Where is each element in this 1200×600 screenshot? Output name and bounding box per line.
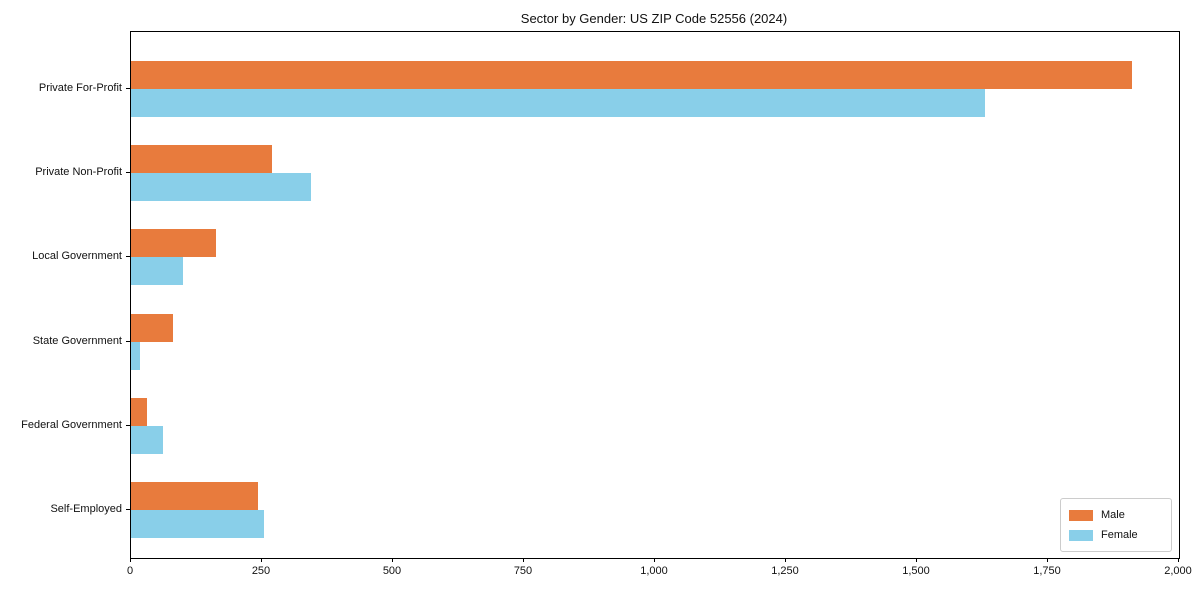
y-axis-tick-mark (126, 256, 130, 258)
x-axis-tick-label: 1,000 (640, 565, 668, 577)
y-axis-category-label: Local Government (32, 250, 122, 263)
bar-female-state-government (131, 341, 140, 370)
bar-female-private-for-profit (131, 89, 986, 117)
x-axis-tick-label: 1,250 (771, 565, 799, 577)
legend-entry-female: Female (1069, 525, 1163, 545)
x-axis-tick-label: 750 (513, 565, 533, 577)
x-axis-tick-mark (523, 558, 524, 562)
bar-female-self-employed (131, 510, 264, 538)
x-axis-tick-mark (654, 558, 655, 562)
x-axis-tick-label: 250 (251, 565, 271, 577)
bar-male-self-employed (131, 482, 259, 510)
x-axis-tick-label: 1,500 (902, 565, 930, 577)
bar-male-local-government (131, 229, 216, 258)
y-axis-tick-mark (126, 340, 130, 342)
female-swatch-icon (1069, 529, 1093, 541)
legend-entry-male: Male (1069, 505, 1163, 525)
chart-title: Sector by Gender: US ZIP Code 52556 (202… (520, 11, 788, 26)
x-axis-tick-label: 1,750 (1033, 565, 1061, 577)
x-axis-tick-label: 500 (382, 565, 402, 577)
y-axis-tick-mark (126, 509, 130, 510)
x-axis-tick-mark (1178, 558, 1179, 562)
male-swatch-icon (1069, 509, 1093, 521)
bar-male-private-for-profit (131, 61, 1132, 89)
y-axis-category-label: Private For-Profit (38, 82, 122, 94)
bar-male-private-non-profit (131, 145, 273, 174)
x-axis-tick-mark (916, 558, 917, 562)
y-axis-tick-mark (126, 424, 130, 426)
x-axis-tick-mark (130, 558, 131, 562)
bar-female-private-non-profit (131, 173, 312, 202)
y-axis-category-label: State Government (32, 334, 122, 347)
bar-male-federal-government (131, 397, 147, 426)
legend-label-female: Female (1101, 529, 1138, 541)
plot-area: Male Female (130, 31, 1180, 559)
x-axis-tick-mark (1047, 558, 1048, 562)
bar-male-state-government (131, 313, 173, 342)
bar-female-federal-government (131, 425, 164, 454)
legend: Male Female (1060, 498, 1172, 552)
y-axis-tick-mark (126, 172, 130, 174)
y-axis-category-label: Private Non-Profit (35, 166, 122, 179)
y-axis-category-label: Federal Government (21, 418, 122, 431)
y-axis-tick-mark (126, 88, 130, 89)
x-axis-tick-label: 2,000 (1164, 565, 1192, 577)
legend-label-male: Male (1101, 509, 1125, 521)
y-axis-category-label: Self-Employed (50, 503, 122, 515)
x-axis-tick-label: 0 (126, 565, 134, 577)
x-axis-tick-mark (785, 558, 786, 562)
x-axis-tick-mark (392, 558, 393, 562)
x-axis-tick-mark (261, 558, 262, 562)
bar-female-local-government (131, 257, 183, 286)
